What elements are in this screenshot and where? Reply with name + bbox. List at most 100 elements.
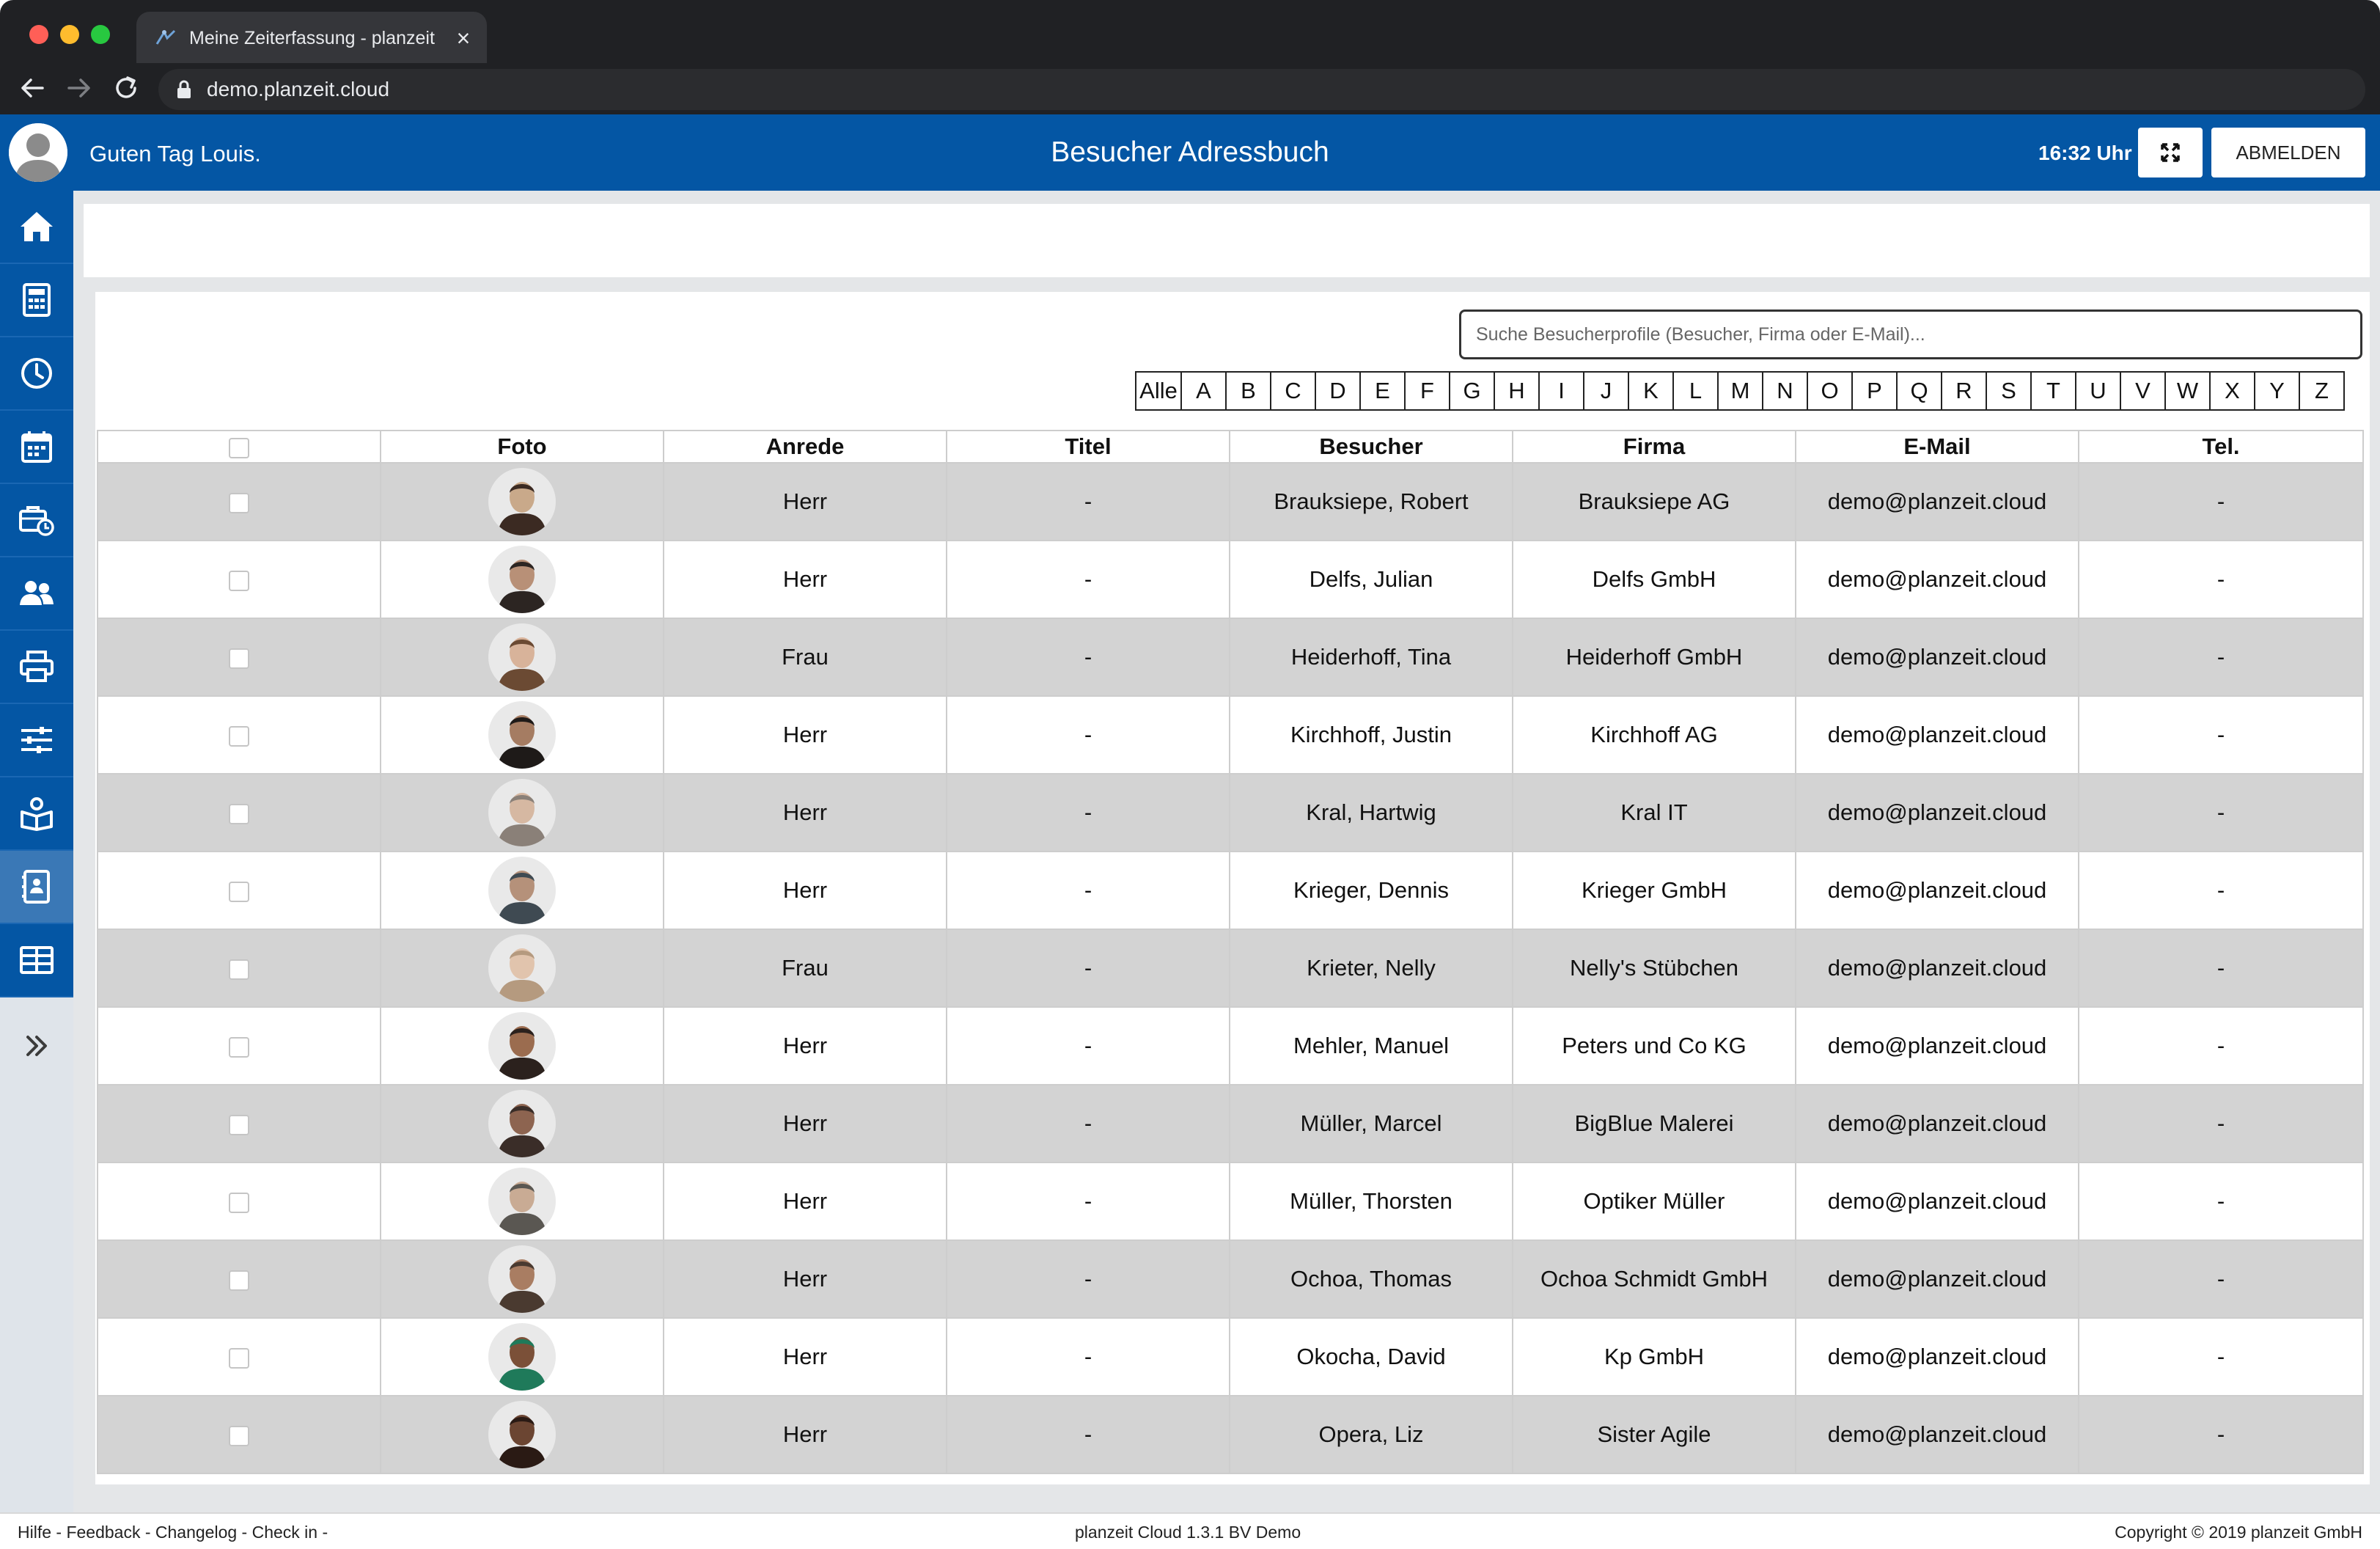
visitor-photo[interactable] bbox=[488, 468, 556, 535]
sidebar-item-calculator[interactable] bbox=[0, 264, 73, 337]
visitor-photo[interactable] bbox=[488, 779, 556, 846]
table-row[interactable]: Herr - Brauksiepe, Robert Brauksiepe AG demo… bbox=[97, 462, 2364, 541]
alphabet-filter-s[interactable]: S bbox=[1986, 371, 2032, 411]
column-header-firma[interactable]: Firma bbox=[1512, 430, 1796, 464]
alphabet-filter-u[interactable]: U bbox=[2075, 371, 2121, 411]
alphabet-filter-l[interactable]: L bbox=[1672, 371, 1719, 411]
visitor-photo[interactable] bbox=[488, 623, 556, 691]
alphabet-filter-o[interactable]: O bbox=[1807, 371, 1853, 411]
alphabet-filter-h[interactable]: H bbox=[1494, 371, 1540, 411]
row-checkbox[interactable] bbox=[229, 1347, 249, 1369]
visitor-photo[interactable] bbox=[488, 934, 556, 1002]
sidebar-item-print[interactable] bbox=[0, 631, 73, 704]
browser-tab[interactable]: Meine Zeiterfassung - planzeit × bbox=[136, 12, 487, 63]
table-row[interactable]: Herr - Delfs, Julian Delfs GmbH demo@planzei… bbox=[97, 540, 2364, 619]
row-checkbox[interactable] bbox=[229, 1192, 249, 1213]
visitor-photo[interactable] bbox=[488, 701, 556, 769]
column-header-email[interactable]: E-Mail bbox=[1795, 430, 2079, 464]
tab-close-icon[interactable]: × bbox=[456, 25, 471, 51]
alphabet-filter-b[interactable]: B bbox=[1225, 371, 1271, 411]
sidebar-item-calendar[interactable] bbox=[0, 411, 73, 484]
table-row[interactable]: Herr - Mehler, Manuel Peters und Co KG demo@… bbox=[97, 1006, 2364, 1085]
alphabet-filter-w[interactable]: W bbox=[2164, 371, 2211, 411]
alphabet-filter-q[interactable]: Q bbox=[1896, 371, 1942, 411]
alphabet-filter-z[interactable]: Z bbox=[2299, 371, 2345, 411]
column-header-foto[interactable]: Foto bbox=[380, 430, 664, 464]
alphabet-filter-y[interactable]: Y bbox=[2254, 371, 2300, 411]
alphabet-filter-a[interactable]: A bbox=[1180, 371, 1227, 411]
alphabet-filter-g[interactable]: G bbox=[1449, 371, 1495, 411]
sidebar-item-address-book[interactable] bbox=[0, 851, 73, 924]
alphabet-filter-e[interactable]: E bbox=[1359, 371, 1406, 411]
visitor-photo[interactable] bbox=[488, 546, 556, 613]
sidebar-item-users[interactable] bbox=[0, 557, 73, 631]
column-header-besucher[interactable]: Besucher bbox=[1229, 430, 1513, 464]
row-checkbox[interactable] bbox=[229, 725, 249, 747]
table-row[interactable]: Herr - Müller, Marcel BigBlue Malerei demo@p… bbox=[97, 1084, 2364, 1163]
close-window-button[interactable] bbox=[29, 25, 48, 44]
alphabet-filter-t[interactable]: T bbox=[2030, 371, 2076, 411]
visitor-photo[interactable] bbox=[488, 1401, 556, 1468]
column-header-anrede[interactable]: Anrede bbox=[663, 430, 947, 464]
table-row[interactable]: Herr - Okocha, David Kp GmbH demo@planzeit.c… bbox=[97, 1317, 2364, 1396]
alphabet-filter-n[interactable]: N bbox=[1762, 371, 1808, 411]
fullscreen-button[interactable] bbox=[2138, 128, 2203, 177]
table-row[interactable]: Frau - Krieter, Nelly Nelly's Stübchen demo@… bbox=[97, 929, 2364, 1008]
alphabet-filter-x[interactable]: X bbox=[2209, 371, 2255, 411]
alphabet-filter-i[interactable]: I bbox=[1538, 371, 1584, 411]
sidebar-item-work-time[interactable] bbox=[0, 484, 73, 557]
row-checkbox[interactable] bbox=[229, 648, 249, 669]
row-checkbox[interactable] bbox=[229, 803, 249, 824]
visitor-photo[interactable] bbox=[488, 1323, 556, 1391]
sidebar-item-time[interactable] bbox=[0, 337, 73, 411]
visitor-photo[interactable] bbox=[488, 1168, 556, 1235]
sidebar-item-settings[interactable] bbox=[0, 704, 73, 777]
table-row[interactable]: Herr - Ochoa, Thomas Ochoa Schmidt GmbH demo… bbox=[97, 1239, 2364, 1319]
visitor-photo[interactable] bbox=[488, 1012, 556, 1080]
logout-button[interactable]: ABMELDEN bbox=[2211, 128, 2365, 177]
table-row[interactable]: Herr - Krieger, Dennis Krieger GmbH demo@pla… bbox=[97, 851, 2364, 930]
user-avatar[interactable] bbox=[9, 123, 67, 182]
row-checkbox[interactable] bbox=[229, 1425, 249, 1446]
visitor-photo[interactable] bbox=[488, 1090, 556, 1157]
reload-icon[interactable] bbox=[111, 73, 141, 103]
minimize-window-button[interactable] bbox=[60, 25, 79, 44]
alphabet-filter-alle[interactable]: Alle bbox=[1135, 371, 1182, 411]
alphabet-filter-f[interactable]: F bbox=[1404, 371, 1450, 411]
footer-links[interactable]: Hilfe - Feedback - Changelog - Check in … bbox=[18, 1523, 328, 1542]
sidebar-item-table[interactable] bbox=[0, 924, 73, 997]
visitor-photo[interactable] bbox=[488, 1245, 556, 1313]
alphabet-filter-j[interactable]: J bbox=[1583, 371, 1629, 411]
alphabet-filter-k[interactable]: K bbox=[1628, 371, 1674, 411]
alphabet-filter-c[interactable]: C bbox=[1270, 371, 1316, 411]
alphabet-filter-r[interactable]: R bbox=[1941, 371, 1987, 411]
table-row[interactable]: Frau - Heiderhoff, Tina Heiderhoff GmbH demo… bbox=[97, 618, 2364, 697]
alphabet-filter-d[interactable]: D bbox=[1315, 371, 1361, 411]
alphabet-filter-p[interactable]: P bbox=[1851, 371, 1898, 411]
alphabet-filter-m[interactable]: M bbox=[1717, 371, 1763, 411]
row-checkbox[interactable] bbox=[229, 1270, 249, 1291]
forward-arrow-icon[interactable] bbox=[65, 73, 94, 103]
visitor-photo[interactable] bbox=[488, 857, 556, 924]
address-bar[interactable]: demo.planzeit.cloud bbox=[158, 69, 2365, 110]
sidebar-item-home[interactable] bbox=[0, 191, 73, 264]
maximize-window-button[interactable] bbox=[91, 25, 110, 44]
search-input[interactable] bbox=[1459, 310, 2362, 359]
column-header-tel[interactable]: Tel. bbox=[2078, 430, 2364, 464]
sidebar-item-visitors[interactable] bbox=[0, 777, 73, 851]
table-row[interactable]: Herr - Kral, Hartwig Kral IT demo@planzeit.c… bbox=[97, 773, 2364, 852]
column-header-titel[interactable]: Titel bbox=[946, 430, 1230, 464]
back-arrow-icon[interactable] bbox=[18, 73, 47, 103]
row-checkbox[interactable] bbox=[229, 959, 249, 980]
table-row[interactable]: Herr - Opera, Liz Sister Agile demo@planzeit… bbox=[97, 1395, 2364, 1474]
alphabet-filter-v[interactable]: V bbox=[2120, 371, 2166, 411]
table-row[interactable]: Herr - Müller, Thorsten Optiker Müller demo@… bbox=[97, 1162, 2364, 1241]
sidebar-expand-button[interactable] bbox=[0, 1017, 73, 1075]
row-checkbox[interactable] bbox=[229, 492, 249, 513]
table-row[interactable]: Herr - Kirchhoff, Justin Kirchhoff AG demo@p… bbox=[97, 695, 2364, 774]
row-checkbox[interactable] bbox=[229, 1114, 249, 1135]
select-all-checkbox[interactable] bbox=[229, 437, 249, 458]
row-checkbox[interactable] bbox=[229, 1036, 249, 1058]
row-checkbox[interactable] bbox=[229, 570, 249, 591]
row-checkbox[interactable] bbox=[229, 881, 249, 902]
